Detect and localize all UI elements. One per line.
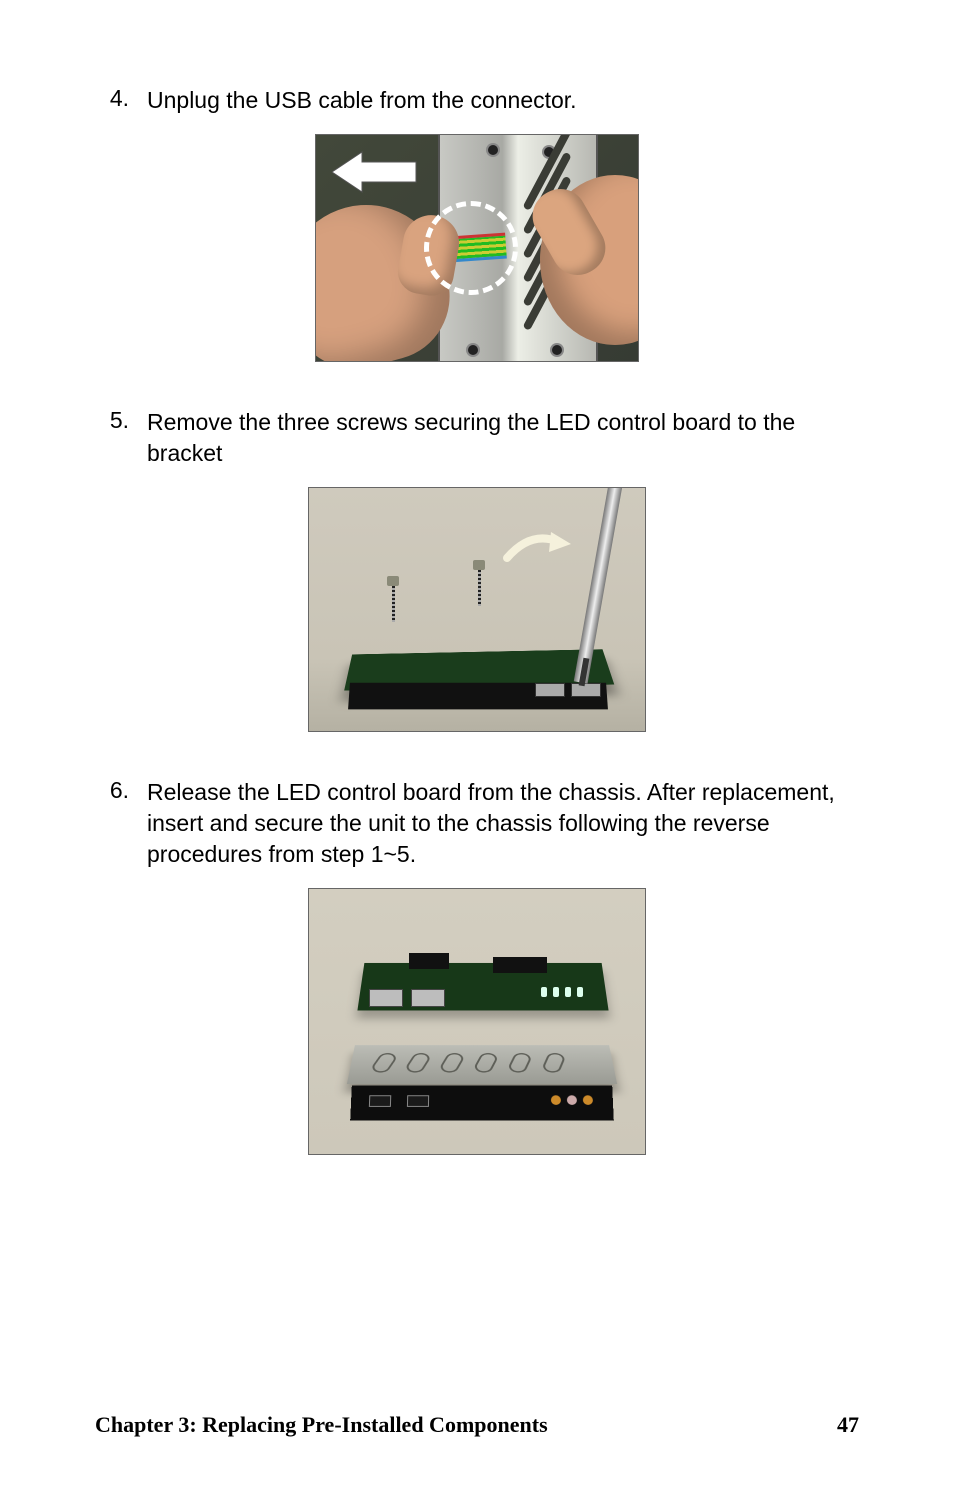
- figure-3-wrap: [95, 888, 859, 1160]
- screw-indicator-icon: [387, 576, 399, 622]
- indicator-icon: [583, 1096, 593, 1106]
- list-number: 6.: [95, 777, 147, 870]
- indicator-icon: [567, 1096, 577, 1106]
- list-number: 5.: [95, 407, 147, 469]
- pin-header-icon: [493, 957, 547, 973]
- mounting-bracket: [347, 1045, 617, 1084]
- figure-remove-screws: [308, 487, 646, 732]
- rotate-arrow-icon: [501, 528, 571, 570]
- arrow-left-icon: [332, 149, 418, 195]
- indicator-icon: [551, 1096, 561, 1106]
- usb-port-icon: [411, 989, 445, 1007]
- list-text: Release the LED control board from the c…: [147, 777, 859, 870]
- vent-slot-icon: [541, 1052, 566, 1075]
- vent-slot-icon: [472, 1052, 499, 1075]
- screw-icon: [488, 145, 498, 155]
- list-text: Remove the three screws securing the LED…: [147, 407, 859, 469]
- pin-header-icon: [409, 953, 449, 969]
- led-icon: [553, 987, 559, 997]
- front-bezel: [350, 1086, 614, 1121]
- figure-release-board: [308, 888, 646, 1155]
- usb-port-icon: [369, 1096, 391, 1108]
- led-icon: [565, 987, 571, 997]
- list-number: 4.: [95, 85, 147, 116]
- led-icon: [577, 987, 583, 997]
- highlight-circle-icon: [424, 201, 518, 295]
- footer-chapter: Chapter 3: Replacing Pre-Installed Compo…: [95, 1412, 548, 1438]
- vent-slot-icon: [404, 1052, 433, 1075]
- front-panel: [348, 683, 608, 710]
- usb-port-icon: [571, 683, 601, 697]
- figure-2-wrap: [95, 487, 859, 737]
- usb-port-icon: [535, 683, 565, 697]
- figure-1-wrap: [95, 134, 859, 367]
- list-item-5: 5. Remove the three screws securing the …: [95, 407, 859, 469]
- led-icon: [541, 987, 547, 997]
- document-page: 4. Unplug the USB cable from the connect…: [0, 0, 954, 1494]
- vent-slot-icon: [369, 1052, 398, 1075]
- footer-page-number: 47: [837, 1412, 859, 1438]
- figure-unplug-usb: [315, 134, 639, 362]
- list-item-4: 4. Unplug the USB cable from the connect…: [95, 85, 859, 116]
- vent-slot-icon: [507, 1052, 533, 1075]
- list-text: Unplug the USB cable from the connector.: [147, 85, 577, 116]
- screw-indicator-icon: [473, 560, 485, 606]
- usb-port-icon: [407, 1096, 429, 1108]
- page-footer: Chapter 3: Replacing Pre-Installed Compo…: [95, 1412, 859, 1438]
- list-item-6: 6. Release the LED control board from th…: [95, 777, 859, 870]
- vent-slot-icon: [438, 1052, 466, 1075]
- usb-port-icon: [369, 989, 403, 1007]
